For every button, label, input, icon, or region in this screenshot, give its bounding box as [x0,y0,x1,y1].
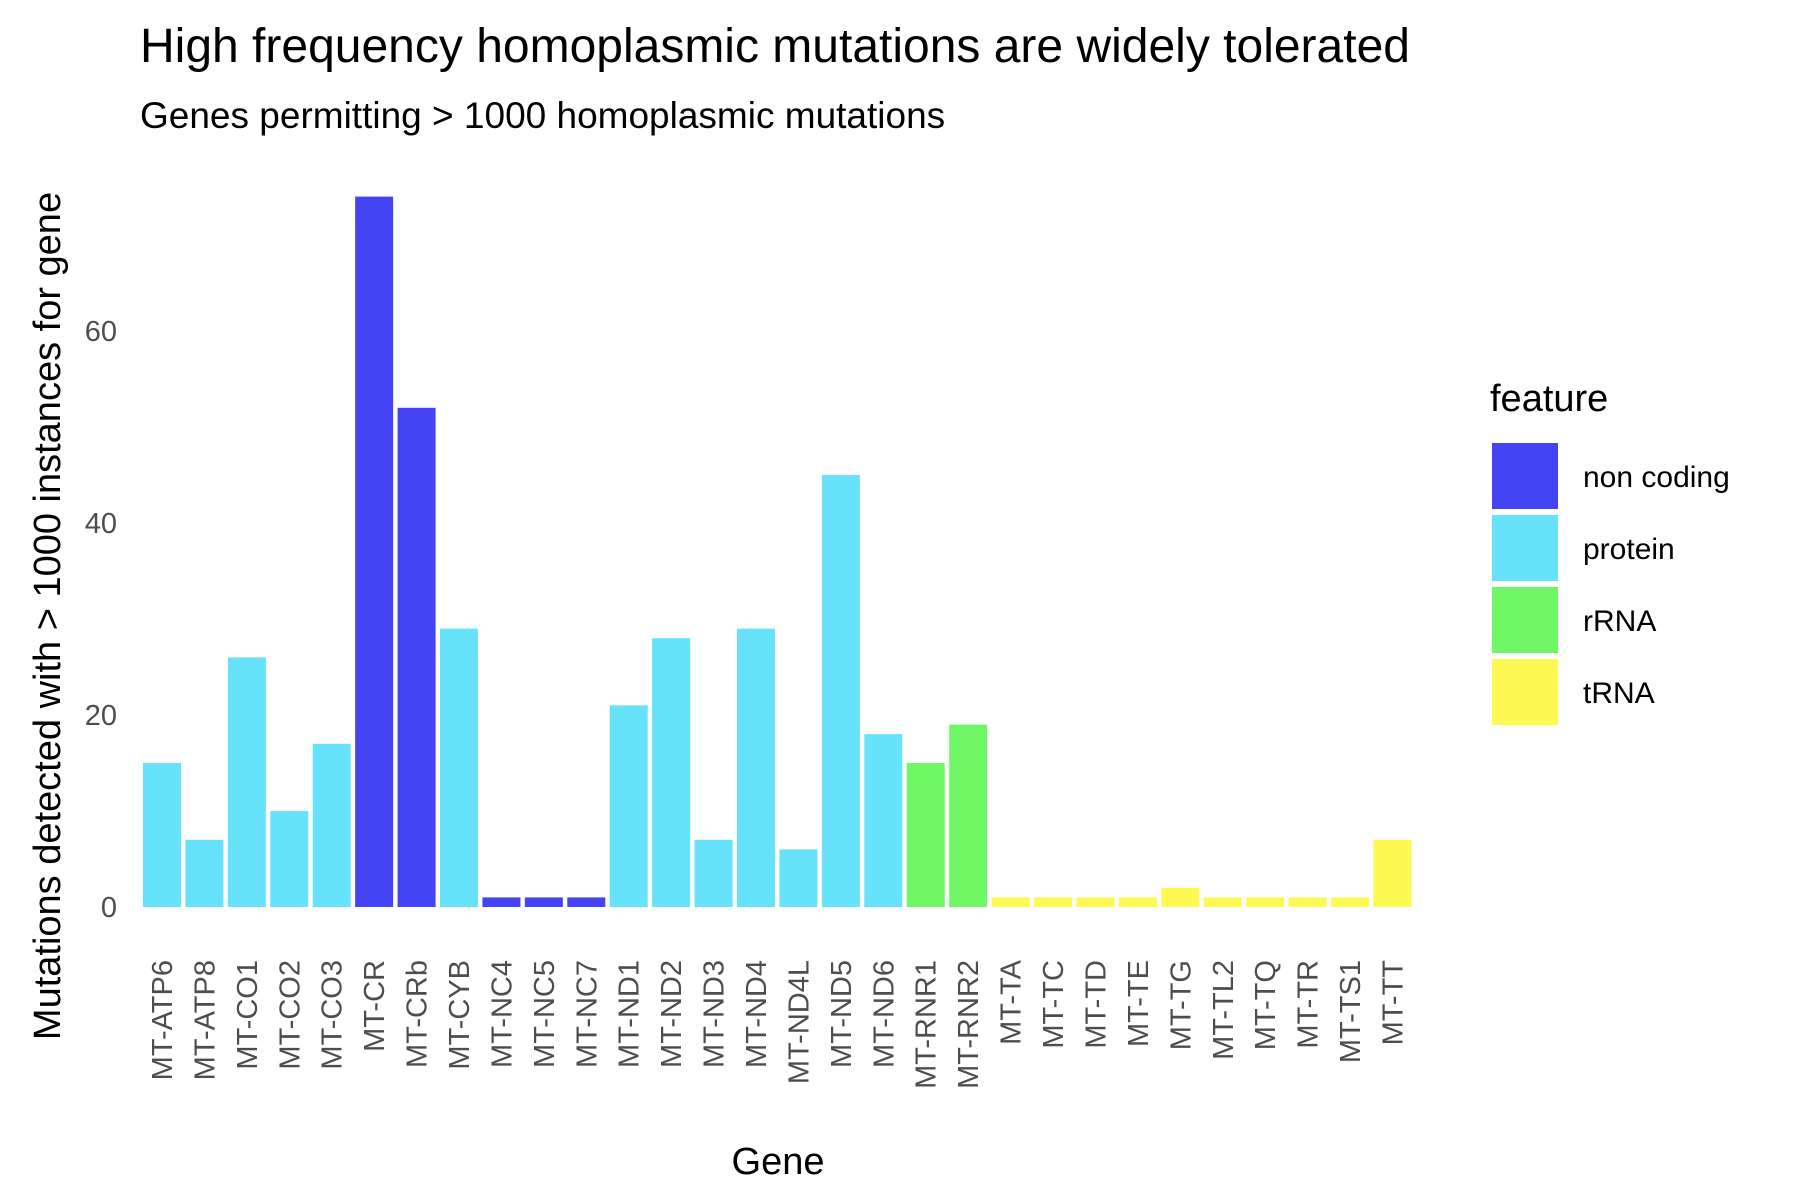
bar-mt-co3 [312,743,351,907]
bar-mt-td [1076,897,1115,907]
legend: non coding protein rRNA tRNA [1492,443,1730,725]
x-tick-label: MT-TE [1123,960,1155,1047]
x-tick-label: MT-TS1 [1335,960,1367,1063]
x-tick-label: MT-ND2 [656,960,688,1068]
y-tick-label: 20 [85,700,117,732]
bar-mt-rnr1 [906,763,945,907]
bar-mt-atp8 [185,839,224,907]
bar-mt-cr [355,196,394,908]
bar-mt-co2 [270,811,309,907]
bar-mt-tl2 [1203,897,1242,907]
x-tick-label: MT-ND5 [826,960,858,1068]
x-tick-label: MT-ND3 [699,960,731,1068]
x-tick-label: MT-NC7 [571,960,603,1068]
legend-label: non coding [1583,461,1730,494]
legend-swatch [1492,443,1558,509]
bar-mt-tr [1288,897,1327,907]
y-tick-label: 60 [85,316,117,348]
x-tick-label: MT-TR [1293,960,1325,1049]
x-tick-label: MT-CRb [402,960,434,1068]
x-tick-label: MT-ND4 [741,960,773,1068]
legend-swatch [1492,659,1558,725]
y-axis-title: Mutations detected with > 1000 instances… [27,192,69,1040]
x-tick-label: MT-TQ [1250,960,1282,1050]
bar-mt-te [1118,897,1157,907]
legend-label: protein [1583,533,1675,566]
x-tick-label: MT-ND6 [868,960,900,1068]
bar-mt-nd1 [609,705,648,907]
x-tick-label: MT-ND4L [783,960,815,1084]
y-axis: 0 20 40 60 [85,316,117,924]
chart-subtitle: Genes permitting > 1000 homoplasmic muta… [140,95,945,136]
bar-mt-ts1 [1331,897,1370,907]
bar-mt-nd4l [779,849,818,907]
x-tick-label: MT-CO2 [274,960,306,1070]
x-axis-title: Gene [732,1141,825,1183]
x-tick-label: MT-CR [359,960,391,1052]
bar-mt-nd6 [864,734,903,907]
x-tick-label: MT-TG [1165,960,1197,1050]
bar-mt-tc [1034,897,1073,907]
bar-mt-tt [1373,839,1412,907]
x-tick-label: MT-RNR1 [911,960,943,1089]
x-tick-label: MT-RNR2 [953,960,985,1089]
x-tick-label: MT-TA [996,959,1028,1044]
bar-mt-ta [991,897,1030,907]
y-tick-label: 0 [101,892,117,924]
x-tick-label: MT-CO1 [232,960,264,1070]
legend-swatch [1492,587,1558,653]
legend-swatch [1492,515,1558,581]
bar-mt-nc4 [482,897,521,907]
legend-label: rRNA [1583,605,1656,638]
x-tick-label: MT-ATP8 [189,960,221,1080]
x-tick-label: MT-TC [1038,960,1070,1049]
bar-mt-tg [1161,887,1200,907]
x-axis: MT-ATP6 MT-ATP8 MT-CO1 MT-CO2 MT-CO3 MT-CR MT-… [147,959,1409,1089]
x-tick-label: MT-NC5 [529,960,561,1068]
bar-mt-atp6 [143,763,181,907]
x-tick-label: MT-TT [1377,960,1409,1046]
bar-mt-co1 [227,657,266,907]
x-tick-label: MT-TD [1080,960,1112,1049]
x-tick-label: MT-ATP6 [147,960,179,1080]
bars [143,196,1412,908]
bar-mt-nd2 [652,638,691,907]
x-tick-label: MT-CYB [444,960,476,1070]
x-tick-label: MT-NC4 [486,960,518,1068]
legend-label: tRNA [1583,677,1655,710]
bar-mt-nc7 [567,897,606,907]
x-tick-label: MT-CO3 [317,960,349,1070]
bar-mt-nd3 [694,839,733,907]
bar-mt-nd5 [821,475,860,907]
chart-title: High frequency homoplasmic mutations are… [140,20,1410,73]
bar-mt-rnr2 [949,724,988,907]
bar-mt-nd4 [737,628,776,907]
y-tick-label: 40 [85,508,117,540]
legend-title: feature [1490,378,1608,420]
x-tick-label: MT-ND1 [614,960,646,1068]
bar-mt-cyb [440,628,479,907]
bar-mt-tq [1246,897,1285,907]
x-tick-label: MT-TL2 [1208,960,1240,1060]
bar-mt-nc5 [524,897,563,907]
bar-mt-crb [397,407,436,907]
